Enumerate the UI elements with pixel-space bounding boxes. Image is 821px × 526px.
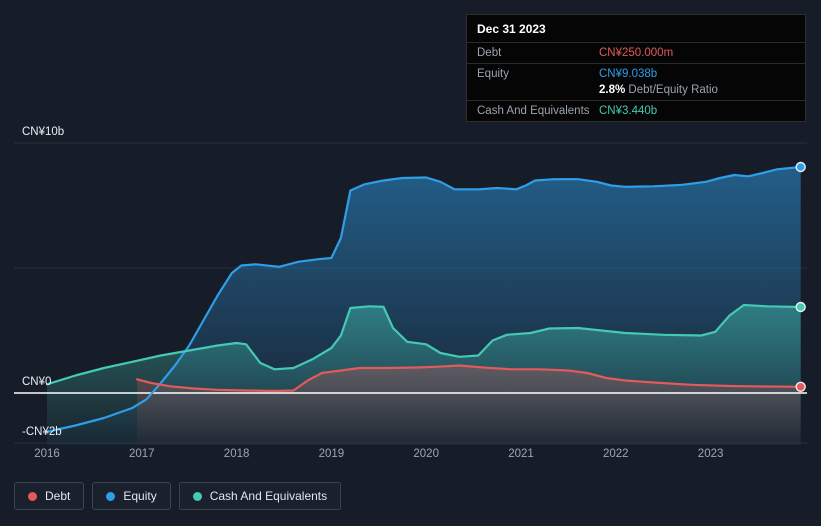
y-axis-label: CN¥0 (22, 376, 52, 388)
x-axis-label: 2021 (508, 448, 534, 460)
tooltip-row-cash: Cash And Equivalents CN¥3.440b (467, 100, 805, 121)
cash-and-equivalents-line[interactable] (45, 303, 802, 386)
tooltip-debt-label: Debt (477, 47, 502, 59)
debt-legend-dot-icon (28, 491, 37, 501)
legend-item-debt[interactable]: Debt (14, 482, 85, 510)
tooltip-row-debt: Debt CN¥250.000m (467, 42, 805, 63)
legend-label-debt: Debt (45, 489, 71, 503)
tooltip-row-ratio: 2.8% Debt/Equity Ratio (467, 84, 805, 100)
debt-endpoint-marker[interactable] (795, 381, 806, 393)
x-axis-label: 2017 (129, 448, 155, 460)
tooltip-row-equity: Equity CN¥9.038b (467, 63, 805, 84)
legend-item-cash[interactable]: Cash And Equivalents (178, 482, 342, 510)
equity-endpoint-marker[interactable] (795, 161, 806, 173)
equity-line[interactable] (45, 165, 802, 433)
x-axis-label: 2016 (34, 448, 60, 460)
tooltip-equity-value: CN¥9.038b (599, 68, 658, 80)
tooltip-ratio-value: 2.8% Debt/Equity Ratio (599, 84, 718, 96)
x-axis-label: 2020 (413, 448, 439, 460)
cash-legend-dot-icon (192, 491, 202, 501)
chart-area[interactable]: CN¥10b CN¥0 -CN¥2b 2016 2017 2018 2019 2020 2021… (0, 126, 821, 495)
legend: Debt Equity Cash And Equivalents (14, 482, 342, 510)
tooltip-cash-label: Cash And Equivalents (477, 105, 590, 117)
x-axis-label: 2019 (318, 448, 345, 460)
debt-equity-cash-chart-svg[interactable] (0, 135, 821, 445)
tooltip-equity-label: Equity (477, 68, 509, 80)
equity-legend-dot-icon (106, 491, 116, 501)
x-axis-label: 2023 (697, 448, 724, 460)
legend-item-equity[interactable]: Equity (92, 482, 171, 510)
debt-equity-ratio-number: 2.8% (599, 84, 626, 96)
tooltip-date: Dec 31 2023 (477, 22, 546, 36)
y-axis-label: CN¥10b (22, 126, 65, 138)
y-axis-label: -CN¥2b (22, 426, 62, 438)
debt-line[interactable] (136, 364, 802, 393)
x-axis-label: 2018 (223, 448, 250, 460)
cash-and-equivalents-endpoint-marker[interactable] (795, 301, 806, 313)
legend-label-cash: Cash And Equivalents (209, 489, 328, 503)
tooltip: Dec 31 2023 Debt CN¥250.000m Equity CN¥9… (466, 14, 806, 122)
tooltip-cash-value: CN¥3.440b (599, 105, 658, 117)
x-axis-label: 2022 (603, 448, 629, 460)
legend-label-equity: Equity (123, 489, 157, 503)
debt-equity-ratio-label: Debt/Equity Ratio (628, 84, 718, 96)
debt-area (137, 365, 801, 445)
tooltip-debt-value: CN¥250.000m (599, 47, 674, 59)
